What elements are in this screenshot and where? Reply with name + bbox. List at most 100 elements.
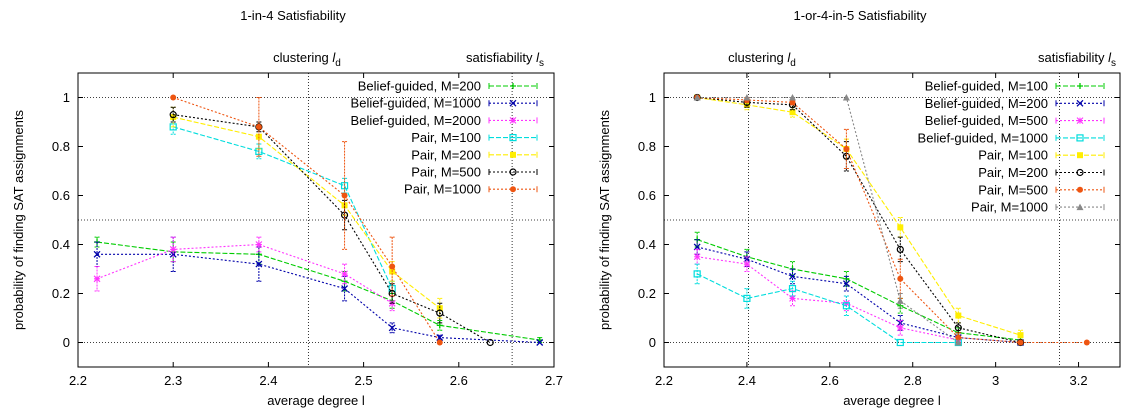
- data-point: [388, 324, 396, 332]
- threshold-label: clustering ld: [728, 50, 796, 69]
- data-point: [896, 297, 904, 304]
- data-point: [842, 302, 851, 310]
- y-tick-label: 0.4: [52, 237, 70, 252]
- legend-marker: [1076, 117, 1084, 124]
- legend-marker: [510, 151, 516, 158]
- legend-label: Pair, M=100: [978, 148, 1048, 163]
- data-point: [340, 182, 349, 190]
- legend-marker: [1076, 168, 1084, 177]
- data-point: [255, 123, 262, 130]
- data-point: [436, 339, 443, 346]
- legend-swatch-cap: [1055, 169, 1105, 176]
- data-point: [255, 260, 263, 268]
- error-bar: [342, 141, 348, 250]
- legend-marker: [510, 83, 516, 89]
- series-2: Belief-guided, M=500: [693, 113, 1105, 344]
- error-bar: [437, 302, 443, 324]
- threshold-label-sub: d: [790, 58, 796, 69]
- threshold-label-var: l: [332, 50, 336, 65]
- x-tick-label: 2.4: [738, 373, 756, 388]
- data-point: [341, 270, 348, 278]
- data-point: [896, 338, 904, 347]
- legend-label: Pair, M=500: [978, 182, 1048, 197]
- data-point: [1017, 339, 1024, 346]
- y-tick-label: 1: [63, 90, 70, 105]
- legend-label: Pair, M=1000: [971, 200, 1048, 215]
- y-tick-label: 0.8: [52, 139, 70, 154]
- legend-swatch-cap: [1055, 134, 1105, 141]
- legend-swatch-cap: [1055, 152, 1105, 159]
- x-tick-label: 3.2: [1070, 373, 1088, 388]
- data-point: [896, 324, 904, 332]
- data-point: [169, 111, 177, 119]
- legend-label: Belief-guided, M=200: [358, 79, 481, 94]
- error-bar: [897, 236, 903, 263]
- legend-label: Pair, M=200: [978, 165, 1048, 180]
- legend-swatch-cap: [1055, 186, 1105, 193]
- data-point: [93, 275, 101, 283]
- data-point: [789, 109, 796, 116]
- legend-label: Pair, M=1000: [404, 182, 481, 197]
- data-point: [388, 289, 396, 298]
- series-5: Pair, M=500: [169, 106, 538, 347]
- x-tick-label: 2.4: [259, 373, 277, 388]
- error-bar: [843, 295, 849, 317]
- plot-frame: [663, 72, 1121, 368]
- data-point: [743, 94, 751, 101]
- series-4: Pair, M=200: [170, 106, 538, 319]
- legend-swatch-cap: [1055, 83, 1105, 89]
- legend-marker: [1077, 186, 1083, 193]
- chart-1-or-4-in-5: 1-or-4-in-5 Satisfiability clustering ld…: [597, 8, 1121, 408]
- threshold-label: satisfiability ls: [466, 50, 544, 69]
- legend-swatch-cap: [488, 117, 538, 124]
- data-point: [843, 145, 850, 152]
- data-point: [789, 295, 796, 302]
- data-point: [897, 224, 904, 231]
- legend-swatch-cap: [488, 100, 538, 107]
- threshold-label-text: satisfiability: [1038, 50, 1108, 65]
- threshold-label-var: l: [787, 50, 791, 65]
- data-point: [255, 241, 263, 248]
- legend-swatch-cap: [488, 134, 538, 141]
- legend-label: Belief-guided, M=1000: [918, 130, 1048, 145]
- threshold-label-text: clustering: [273, 50, 332, 65]
- legend-swatch-cap: [1055, 100, 1105, 107]
- series-6: Pair, M=500: [694, 94, 1105, 346]
- data-point: [789, 272, 796, 280]
- data-point: [255, 147, 263, 155]
- legend-marker: [509, 134, 517, 142]
- y-axis-label: probability of finding SAT assignments: [597, 110, 612, 330]
- series-line: [173, 126, 393, 289]
- x-tick-label: 2.5: [355, 373, 373, 388]
- legend-swatch-cap: [488, 169, 538, 175]
- legend-label: Belief-guided, M=200: [925, 96, 1048, 111]
- legend-swatch-cap: [1055, 204, 1105, 211]
- data-point: [436, 309, 444, 317]
- series-line: [96, 243, 393, 304]
- series-line: [697, 96, 959, 343]
- data-point: [842, 152, 851, 160]
- legend-marker: [509, 99, 517, 107]
- data-point: [693, 253, 701, 261]
- y-tick-label: 0.2: [638, 286, 656, 301]
- error-bar: [170, 106, 176, 123]
- threshold-label-text: satisfiability: [466, 50, 536, 65]
- legend-label: Pair, M=500: [411, 165, 481, 180]
- legend-label: Pair, M=200: [411, 147, 481, 162]
- series-line: [173, 114, 491, 343]
- legend-marker: [510, 186, 516, 193]
- x-tick-label: 2.3: [164, 373, 182, 388]
- data-point: [341, 285, 349, 293]
- data-point: [693, 270, 701, 278]
- legend-label: Belief-guided, M=500: [925, 113, 1048, 128]
- y-tick-label: 0: [63, 335, 70, 350]
- series-line: [97, 253, 540, 344]
- data-point: [169, 246, 177, 253]
- threshold-label-var: l: [1108, 50, 1112, 65]
- x-tick-label: 2.2: [69, 373, 87, 388]
- legend-label: Pair, M=100: [411, 130, 481, 145]
- y-tick-label: 0.6: [638, 188, 656, 203]
- data-point: [169, 250, 177, 258]
- data-point: [954, 324, 962, 332]
- legend-swatch-cap: [488, 83, 538, 89]
